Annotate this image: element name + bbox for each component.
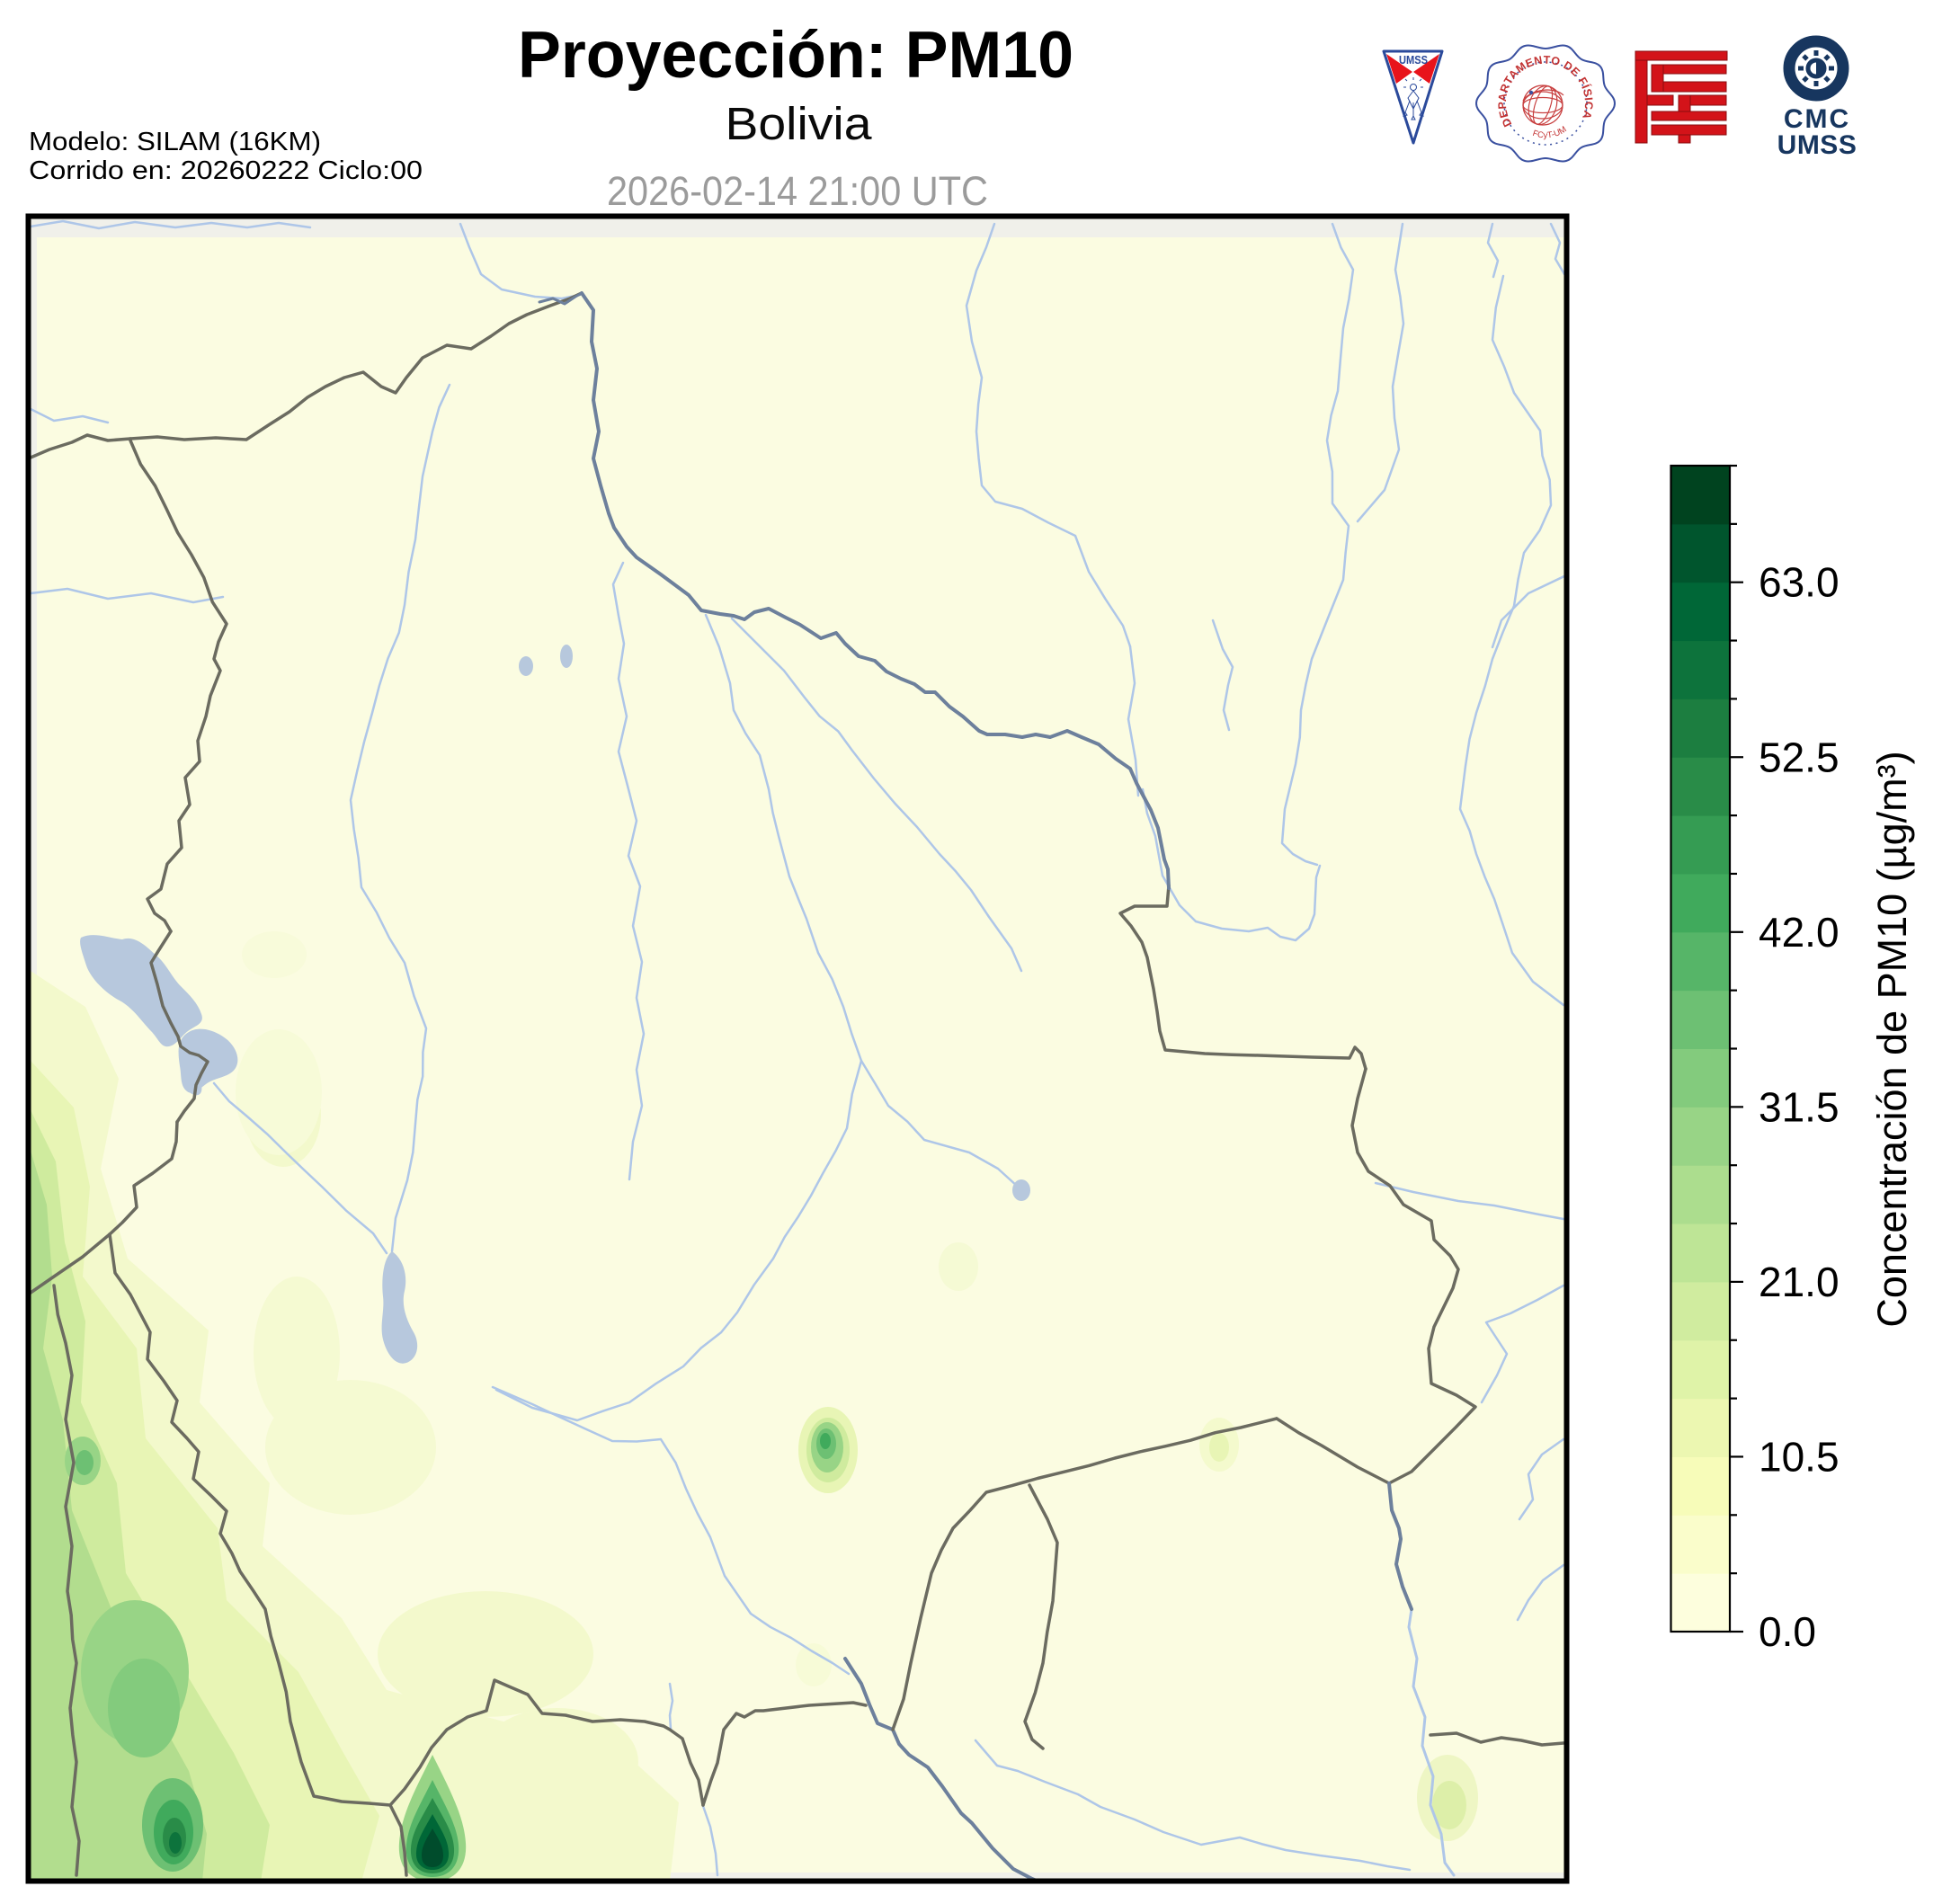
svg-text:Concentración de PM10 (µg/m³): Concentración de PM10 (µg/m³) [1869,751,1915,1327]
svg-text:2026-02-14 21:00 UTC: 2026-02-14 21:00 UTC [607,168,988,214]
svg-text:10.5: 10.5 [1759,1434,1840,1481]
svg-text:52.5: 52.5 [1759,734,1840,780]
svg-text:Proyección: PM10: Proyección: PM10 [518,19,1073,92]
svg-text:31.5: 31.5 [1759,1083,1840,1130]
svg-text:Bolivia: Bolivia [726,98,873,149]
svg-text:CMC: CMC [1784,104,1850,134]
svg-text:21.0: 21.0 [1759,1259,1840,1305]
svg-text:42.0: 42.0 [1759,909,1840,956]
svg-text:UMSS: UMSS [1399,53,1428,67]
svg-text:0.0: 0.0 [1759,1608,1816,1655]
svg-text:Corrido en: 20260222 Ciclo:00: Corrido en: 20260222 Ciclo:00 [29,156,423,185]
svg-text:63.0: 63.0 [1759,559,1840,606]
svg-text:Modelo: SILAM (16KM): Modelo: SILAM (16KM) [29,128,321,156]
svg-text:UMSS: UMSS [1777,130,1857,160]
